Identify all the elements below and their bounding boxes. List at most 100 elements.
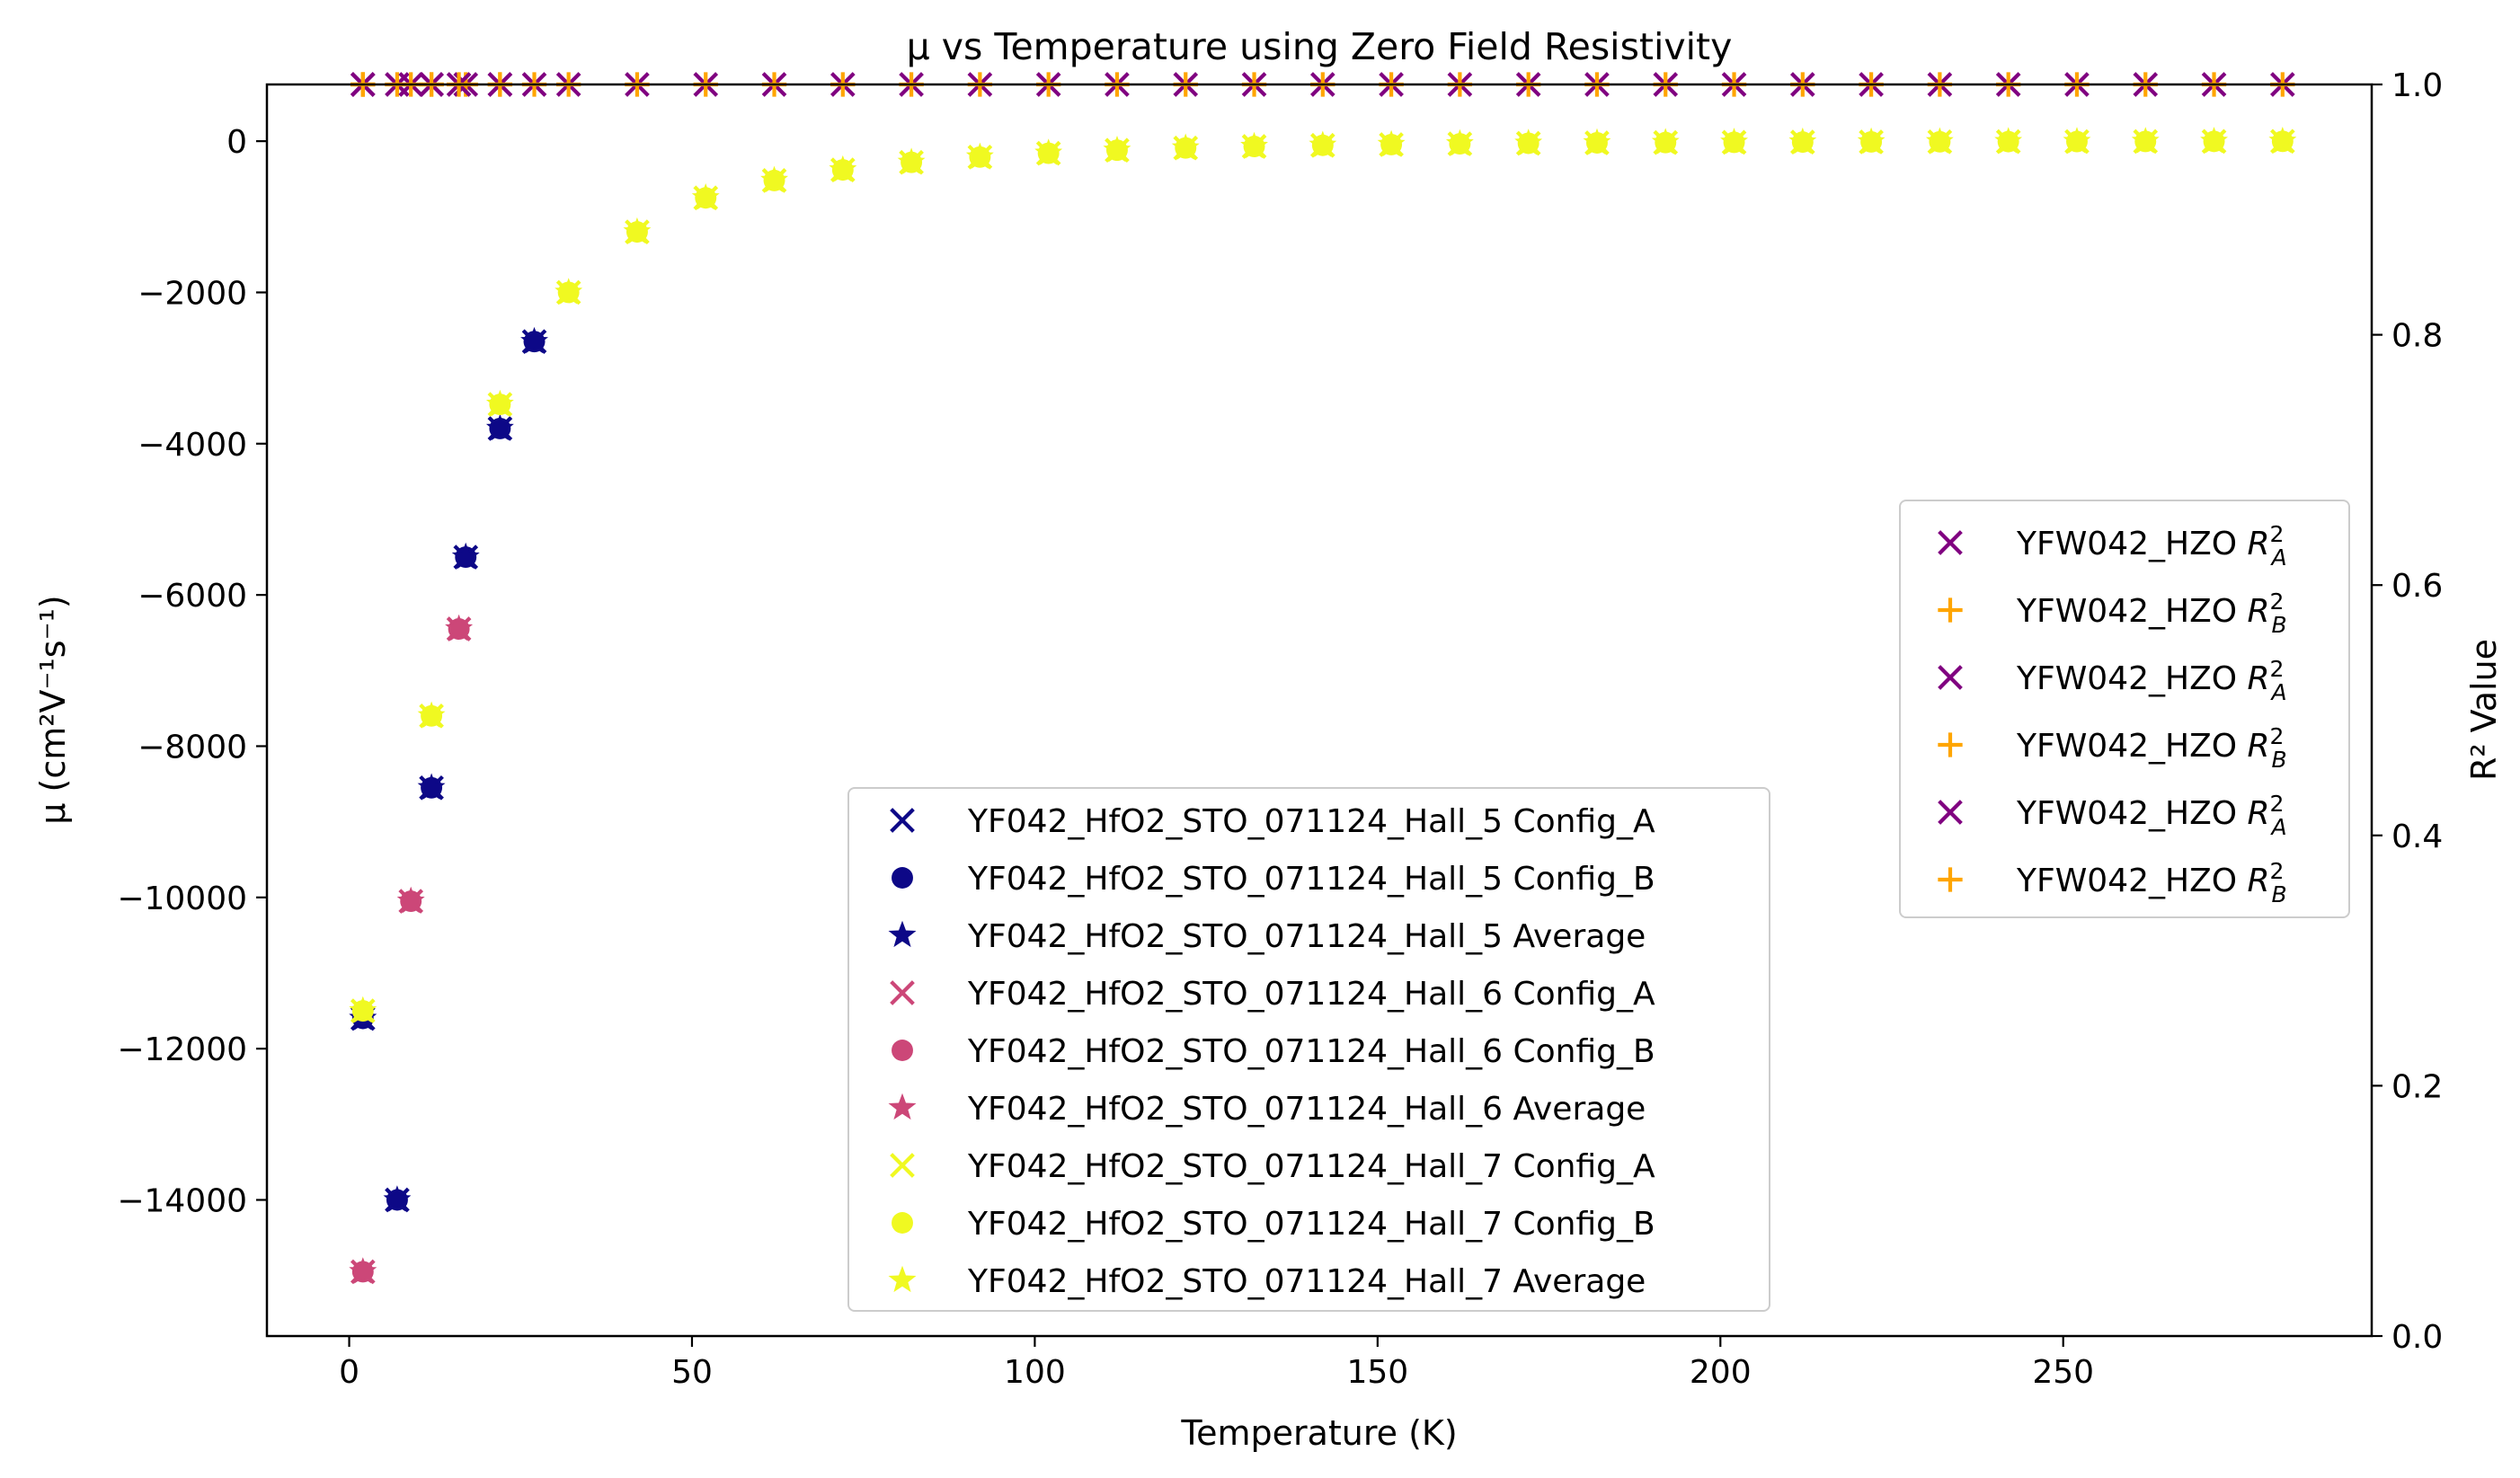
legend-marker xyxy=(890,980,915,1005)
legend-right-entry: YFW042_HZO R2 A xyxy=(1938,521,2287,571)
data-point xyxy=(349,996,377,1023)
legend-marker xyxy=(892,1212,913,1234)
data-point xyxy=(1857,127,1886,155)
chart-title: μ vs Temperature using Zero Field Resist… xyxy=(907,25,1733,68)
data-point xyxy=(485,413,514,441)
legend-label: YFW042_HZO R2 A xyxy=(2016,791,2287,840)
legend-marker xyxy=(888,1265,917,1293)
legend-label: YF042_HfO2_STO_071124_Hall_5 Config_B xyxy=(967,861,1655,898)
legend-marker xyxy=(1938,800,1963,825)
y-tick-label: −10000 xyxy=(117,881,247,917)
data-point xyxy=(965,142,994,169)
data-point xyxy=(1171,133,1200,160)
legend-label: YF042_HfO2_STO_071124_Hall_7 Config_B xyxy=(967,1206,1655,1243)
data-point xyxy=(445,614,474,642)
legend-left-entry: YF042_HfO2_STO_071124_Hall_6 Config_B xyxy=(892,1033,1655,1070)
legend-label: YFW042_HZO R2 A xyxy=(2016,521,2287,571)
legend-right-box xyxy=(1899,500,2350,918)
legend-right-entry: YFW042_HZO R2 B xyxy=(1938,858,2287,907)
legend-label: YF042_HfO2_STO_071124_Hall_6 Average xyxy=(967,1091,1646,1128)
legend-left-entry: YF042_HfO2_STO_071124_Hall_6 Average xyxy=(888,1091,1646,1128)
data-point xyxy=(1651,128,1680,155)
data-point xyxy=(623,217,652,244)
legend-left-box xyxy=(847,787,1770,1312)
data-point xyxy=(897,147,926,174)
y2-tick-label: 1.0 xyxy=(2391,67,2443,104)
data-point xyxy=(396,886,425,914)
x-tick-label: 100 xyxy=(1004,1354,1066,1391)
legend-marker xyxy=(1938,732,1963,757)
legend-label: YF042_HfO2_STO_071124_Hall_7 Config_A xyxy=(967,1148,1655,1185)
y-tick-label: −12000 xyxy=(117,1031,247,1068)
data-point xyxy=(1103,136,1131,163)
legend-left-entry: YF042_HfO2_STO_071124_Hall_7 Average xyxy=(888,1263,1646,1300)
x-tick-label: 150 xyxy=(1346,1354,1408,1391)
data-point xyxy=(485,389,514,417)
y-tick-label: −2000 xyxy=(138,275,247,312)
data-point xyxy=(2200,127,2228,154)
legend-marker xyxy=(888,920,917,948)
data-point xyxy=(1034,138,1063,165)
data-point xyxy=(691,183,720,210)
legend-marker xyxy=(1938,867,1963,892)
y-tick-label: −6000 xyxy=(138,578,247,615)
legend-marker xyxy=(890,1153,915,1178)
legend-label: YF042_HfO2_STO_071124_Hall_6 Config_B xyxy=(967,1033,1655,1070)
legend-left-entry: YF042_HfO2_STO_071124_Hall_7 Config_A xyxy=(890,1148,1655,1185)
plot-frame xyxy=(265,83,2374,1338)
data-point xyxy=(2063,127,2091,154)
data-point xyxy=(555,278,583,305)
data-point xyxy=(2268,127,2297,154)
legend-left-entry: YF042_HfO2_STO_071124_Hall_5 Average xyxy=(888,918,1646,955)
y2-tick-label: 0.0 xyxy=(2391,1319,2443,1356)
series-8 xyxy=(349,127,2297,1023)
data-point xyxy=(520,326,548,354)
x-tick-label: 50 xyxy=(671,1354,713,1391)
legend-left-entry: YF042_HfO2_STO_071124_Hall_7 Config_B xyxy=(892,1206,1655,1243)
data-point xyxy=(1994,127,2023,154)
legend-left-entry: YF042_HfO2_STO_071124_Hall_5 Config_A xyxy=(890,803,1655,840)
y2-tick-label: 0.2 xyxy=(2391,1068,2443,1105)
data-point xyxy=(417,773,446,800)
legend-right: YFW042_HZO R2 A YFW042_HZO R2 B YFW042_HZO R… xyxy=(1899,500,2350,918)
data-point xyxy=(417,701,446,728)
x-axis-label: Temperature (K) xyxy=(1180,1413,1457,1453)
data-point xyxy=(1925,127,1954,154)
legend-right-entry: YFW042_HZO R2 A xyxy=(1938,656,2287,705)
legend-right-entry: YFW042_HZO R2 B xyxy=(1938,723,2287,773)
legend-label: YF042_HfO2_STO_071124_Hall_6 Config_A xyxy=(967,976,1655,1013)
legend-marker xyxy=(892,867,913,889)
legend-right-entry: YFW042_HZO R2 A xyxy=(1938,791,2287,840)
legend-marker xyxy=(892,1040,913,1061)
data-point xyxy=(1583,128,1611,155)
data-point xyxy=(349,1257,377,1284)
y-tick-label: −8000 xyxy=(138,729,247,766)
legend-marker xyxy=(890,808,915,833)
x-tick-label: 0 xyxy=(339,1354,359,1391)
data-point xyxy=(1377,129,1406,157)
legend-label: YFW042_HZO R2 B xyxy=(2016,723,2287,773)
y2-tick-label: 0.6 xyxy=(2391,568,2443,605)
legend-marker xyxy=(888,1093,917,1120)
data-point xyxy=(829,155,857,182)
legend-left: YF042_HfO2_STO_071124_Hall_5 Config_A YF0… xyxy=(847,787,1770,1312)
legend-label: YF042_HfO2_STO_071124_Hall_5 Config_A xyxy=(967,803,1655,840)
legend-right-entry: YFW042_HZO R2 B xyxy=(1938,589,2287,638)
x-tick-label: 200 xyxy=(1690,1354,1752,1391)
legend-label: YF042_HfO2_STO_071124_Hall_5 Average xyxy=(967,918,1646,955)
data-point xyxy=(760,165,788,192)
legend-label: YFW042_HZO R2 B xyxy=(2016,858,2287,907)
legend-label: YFW042_HZO R2 B xyxy=(2016,589,2287,638)
series-5 xyxy=(349,614,474,1284)
x-tick-label: 250 xyxy=(2032,1354,2094,1391)
y-tick-label: −14000 xyxy=(117,1182,247,1219)
y2-axis-label: R² Value xyxy=(2464,639,2504,781)
data-point xyxy=(1788,127,1817,155)
legend-marker xyxy=(1938,665,1963,690)
legend-marker xyxy=(1938,597,1963,623)
legend-label: YF042_HfO2_STO_071124_Hall_7 Average xyxy=(967,1263,1646,1300)
data-point xyxy=(1309,130,1337,157)
data-point xyxy=(383,1185,412,1212)
y-tick-label: −4000 xyxy=(138,427,247,464)
